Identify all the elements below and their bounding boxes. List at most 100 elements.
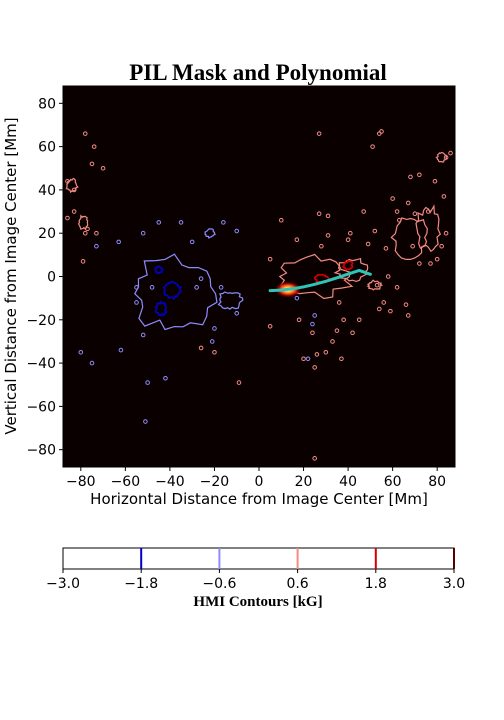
positive-contour-speck — [374, 282, 380, 288]
positive-contour-speck — [397, 217, 402, 223]
positive-contour-speck — [94, 230, 99, 236]
positive-contour-speck — [405, 200, 411, 206]
positive-contour-speck — [312, 456, 317, 461]
x-tick-label: −20 — [200, 474, 230, 490]
colorbar-tick-label: −3.0 — [46, 576, 80, 592]
positive-contour-speck — [394, 285, 400, 290]
negative-contour-speck — [198, 276, 204, 281]
positive-contour-speck — [443, 155, 449, 160]
positive-contour — [278, 253, 354, 300]
negative-contour-speck — [212, 326, 217, 331]
strong-negative-contour — [154, 300, 168, 317]
positive-contour-speck — [65, 215, 70, 221]
positive-contour-speck — [350, 330, 355, 336]
colorbar-tick-label: 1.8 — [365, 576, 387, 592]
positive-contour-speck — [236, 380, 242, 385]
positive-contour-speck — [390, 196, 395, 201]
positive-contour — [435, 151, 448, 163]
positive-contour-speck — [388, 308, 393, 314]
chart-title: PIL Mask and Polynomial — [129, 60, 387, 85]
positive-contour-speck — [71, 209, 77, 214]
x-axis-label: Horizontal Distance from Image Center [M… — [90, 490, 428, 508]
positive-contour-speck — [385, 274, 391, 279]
negative-contour-speck — [145, 380, 150, 385]
positive-contour — [390, 217, 428, 260]
negative-contour-speck — [189, 239, 195, 245]
y-axis-label: Vertical Distance from Image Center [Mm] — [2, 117, 20, 434]
negative-contour — [204, 228, 216, 239]
y-tick-label: −60 — [26, 399, 56, 415]
positive-contour-speck — [428, 261, 433, 266]
y-tick-label: 20 — [38, 226, 56, 242]
negative-contour-speck — [143, 419, 148, 424]
plot-content — [65, 129, 453, 461]
positive-contour — [415, 204, 442, 253]
negative-contour-speck — [118, 347, 124, 353]
positive-contour-speck — [267, 323, 273, 329]
negative-contour-speck — [234, 311, 240, 316]
positive-contour-speck — [100, 165, 106, 171]
x-tick-label: 80 — [428, 474, 446, 490]
positive-contour-speck — [345, 237, 351, 242]
y-tick-label: 40 — [38, 183, 56, 199]
negative-contour-speck — [140, 230, 146, 236]
positive-contour — [366, 279, 384, 291]
positive-contour-speck — [443, 230, 449, 236]
negative-contour-speck — [116, 239, 121, 245]
positive-contour-speck — [356, 317, 362, 323]
positive-contour-speck — [85, 226, 90, 232]
colorbar-label: HMI Contours [kG] — [193, 594, 322, 610]
positive-contour-speck — [383, 246, 389, 251]
positive-contour-speck — [339, 356, 344, 362]
negative-contour-speck — [134, 300, 139, 305]
negative-contour-speck — [194, 285, 199, 290]
positive-contour-speck — [410, 243, 415, 249]
y-tick-label: −20 — [26, 313, 56, 329]
positive-contour-speck — [316, 131, 322, 136]
colorbar-ticks: −3.0 −1.8 −0.6 0.6 1.8 3.0 — [46, 569, 465, 592]
y-tick-label: −80 — [26, 443, 56, 459]
negative-contour — [217, 291, 244, 310]
colorbar-lines — [140, 548, 455, 569]
positive-contour-speck — [310, 330, 315, 336]
positive-contour-speck — [448, 150, 453, 156]
y-axis-ticks: −80 −60 −40 −20 0 20 40 60 80 — [26, 96, 63, 459]
positive-contour-speck — [408, 174, 413, 180]
negative-contour-speck — [94, 243, 99, 249]
negative-contour — [134, 253, 218, 331]
strong-negative-contour — [154, 265, 164, 275]
positive-contour-speck — [405, 313, 411, 318]
positive-contour-speck — [417, 261, 422, 266]
positive-contour-speck — [65, 178, 70, 184]
colorbar-tick-label: −0.6 — [202, 576, 236, 592]
positive-contour-speck — [432, 178, 438, 184]
positive-contour-speck — [80, 259, 86, 264]
positive-contour-speck — [82, 230, 88, 236]
positive-contour-speck — [403, 302, 409, 307]
negative-contour-speck — [234, 228, 240, 234]
positive-contour-speck — [372, 228, 378, 234]
positive-contour-speck — [89, 161, 95, 167]
colorbar-tick-label: 3.0 — [443, 576, 465, 592]
positive-contour-speck — [381, 300, 387, 305]
negative-contour-speck — [178, 220, 184, 225]
negative-contour-speck — [149, 285, 155, 290]
x-tick-label: 0 — [255, 474, 264, 490]
positive-contour-speck — [71, 187, 77, 193]
positive-contour-speck — [336, 300, 342, 305]
colorbar-tick-label: 0.6 — [286, 576, 308, 592]
positive-contour-speck — [82, 131, 88, 136]
negative-contour-speck — [163, 375, 168, 381]
positive-contour-speck — [91, 144, 97, 149]
colorbar-tick-label: −1.8 — [124, 576, 158, 592]
positive-contour-speck — [425, 209, 431, 214]
y-tick-label: −40 — [26, 356, 56, 372]
positive-contour-speck — [417, 172, 422, 178]
positive-contour-speck — [212, 349, 217, 355]
positive-contour-speck — [370, 144, 375, 149]
positive-contour-speck — [439, 243, 444, 249]
positive-contour-speck — [301, 356, 306, 362]
positive-contour-speck — [294, 237, 300, 242]
positive-contour-speck — [325, 233, 331, 238]
x-tick-label: −80 — [66, 474, 96, 490]
